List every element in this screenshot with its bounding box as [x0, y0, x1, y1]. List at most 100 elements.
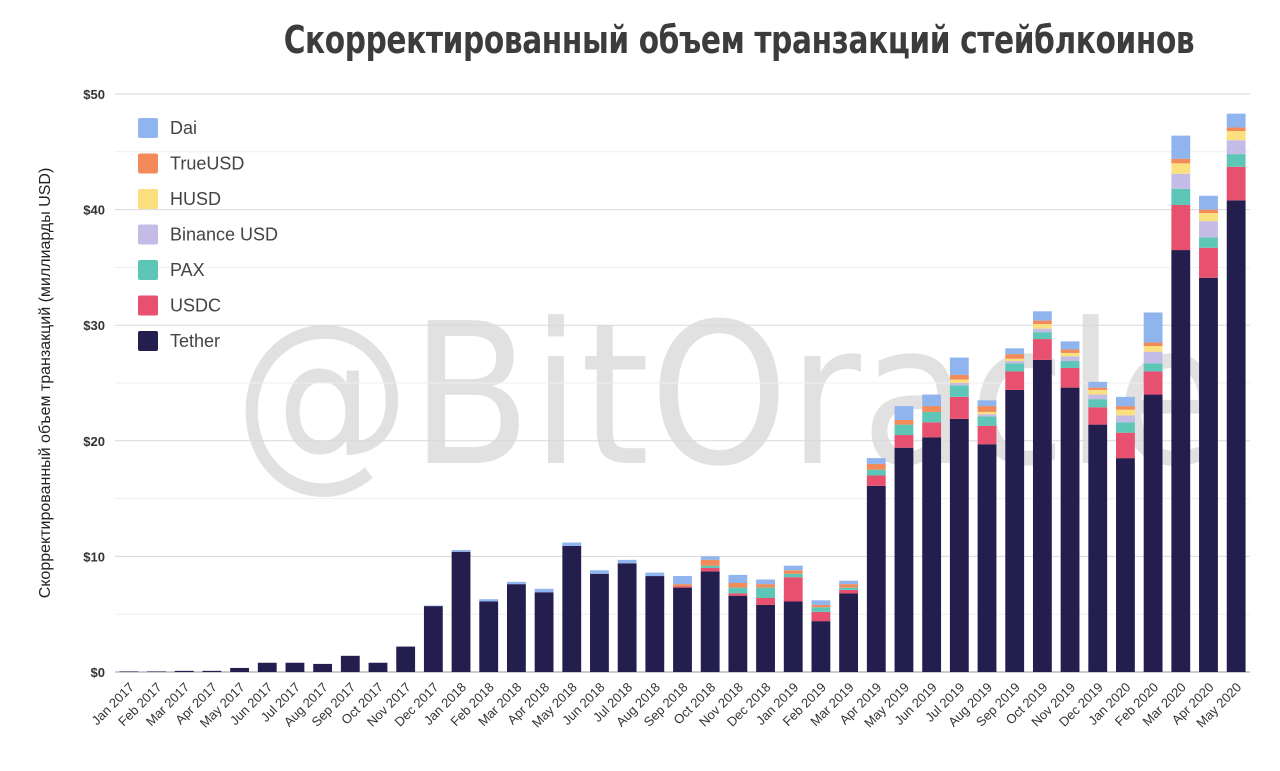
bar-segment [1143, 312, 1163, 343]
bar-segment [1060, 341, 1080, 350]
bar-segment [1199, 195, 1218, 210]
bar-segment [1199, 277, 1218, 672]
legend-swatch [138, 189, 158, 209]
legend-label: USDC [170, 296, 221, 316]
y-tick-label: $20 [83, 434, 105, 449]
bar-segment [1226, 154, 1246, 167]
legend-swatch [138, 331, 158, 351]
bar-segment [839, 584, 859, 588]
bar-segment [756, 604, 775, 672]
bar-segment [1005, 363, 1025, 372]
bar-segment [700, 556, 720, 560]
bar-segment [1088, 381, 1108, 388]
bar-segment [479, 599, 499, 602]
bar-segment [673, 584, 692, 587]
bar-segment [1143, 371, 1163, 395]
legend-label: TrueUSD [170, 154, 244, 174]
bar-segment [811, 600, 831, 605]
bar-segment [590, 570, 609, 574]
bar-segment [1171, 173, 1191, 189]
bar-segment [1199, 247, 1218, 278]
bar-segment [977, 414, 997, 417]
legend-label: HUSD [170, 189, 221, 209]
bar-segment [506, 581, 526, 585]
bar-segment [1060, 367, 1080, 388]
bar-segment [728, 595, 748, 672]
bar-segment [1199, 213, 1218, 222]
bar-segment [1171, 163, 1191, 174]
bar-segment [756, 587, 775, 599]
bar-segment [534, 592, 554, 672]
bar-segment [894, 419, 914, 425]
bar-segment [1060, 387, 1080, 672]
bar-segment [977, 444, 997, 672]
bar-segment [368, 662, 388, 672]
bar-segment [728, 582, 748, 588]
bar-segment [756, 579, 775, 585]
bar-segment [866, 458, 886, 464]
y-tick-label: $10 [83, 549, 105, 564]
bar-segment [1032, 359, 1052, 672]
bar-segment [673, 586, 692, 588]
bar-segment [1005, 371, 1025, 390]
bar-segment [1226, 130, 1246, 141]
bar-segment [949, 383, 969, 386]
bar-segment [922, 406, 942, 412]
bar-segment [1116, 458, 1135, 672]
bar-segment [1226, 200, 1246, 673]
legend-label: PAX [170, 260, 205, 280]
bar-segment [783, 573, 803, 578]
bar-segment [922, 422, 942, 438]
bar-segment [645, 572, 665, 577]
bar-segment [811, 607, 831, 612]
bar-segment [756, 598, 775, 605]
bar-segment [562, 542, 582, 546]
legend-label: Tether [170, 331, 220, 351]
bar-segment [700, 567, 720, 572]
bar-segment [1088, 407, 1108, 425]
bar-segment [423, 605, 443, 607]
bar-segment [1199, 221, 1218, 238]
bar-segment [1116, 432, 1135, 459]
bar-segment [866, 475, 886, 486]
bar-segment [700, 571, 720, 672]
bar-segment [1116, 409, 1135, 416]
bar-segment [1005, 361, 1025, 364]
bar-segment [839, 589, 859, 594]
bar-segment [423, 606, 443, 672]
legend-swatch [138, 153, 158, 174]
bar-segment [1116, 396, 1135, 407]
bar-segment [1060, 356, 1080, 362]
bar-segment [1088, 387, 1108, 390]
bar-segment [285, 662, 305, 672]
bar-segment [839, 587, 859, 590]
bar-segment [617, 559, 637, 564]
bar-segment [1171, 158, 1191, 164]
bar-segment [1116, 422, 1135, 433]
bar-segment [922, 411, 942, 423]
bar-segment [811, 604, 831, 608]
legend-swatch [138, 260, 158, 280]
bar-segment [1032, 324, 1052, 329]
legend-swatch [138, 295, 158, 316]
bar-segment [728, 587, 748, 594]
bar-segment [1143, 342, 1163, 347]
bar-segment [783, 565, 803, 571]
y-tick-label: $40 [83, 203, 105, 218]
bar-segment [174, 670, 194, 672]
legend-swatch [138, 118, 158, 138]
bar-segment [811, 621, 831, 672]
bar-segment [866, 469, 886, 476]
y-tick-label: $30 [83, 318, 105, 333]
bar-segment [700, 559, 720, 566]
bar-segment [1226, 140, 1246, 155]
bar-segment [949, 396, 969, 419]
bar-segment [783, 601, 803, 672]
bar-segment [949, 357, 969, 375]
bar-segment [894, 447, 914, 672]
bar-segment [700, 565, 720, 568]
bar-segment [1171, 204, 1191, 251]
bar-segment [1116, 406, 1135, 410]
bar-segment [1032, 311, 1052, 321]
bar-segment [451, 550, 471, 552]
